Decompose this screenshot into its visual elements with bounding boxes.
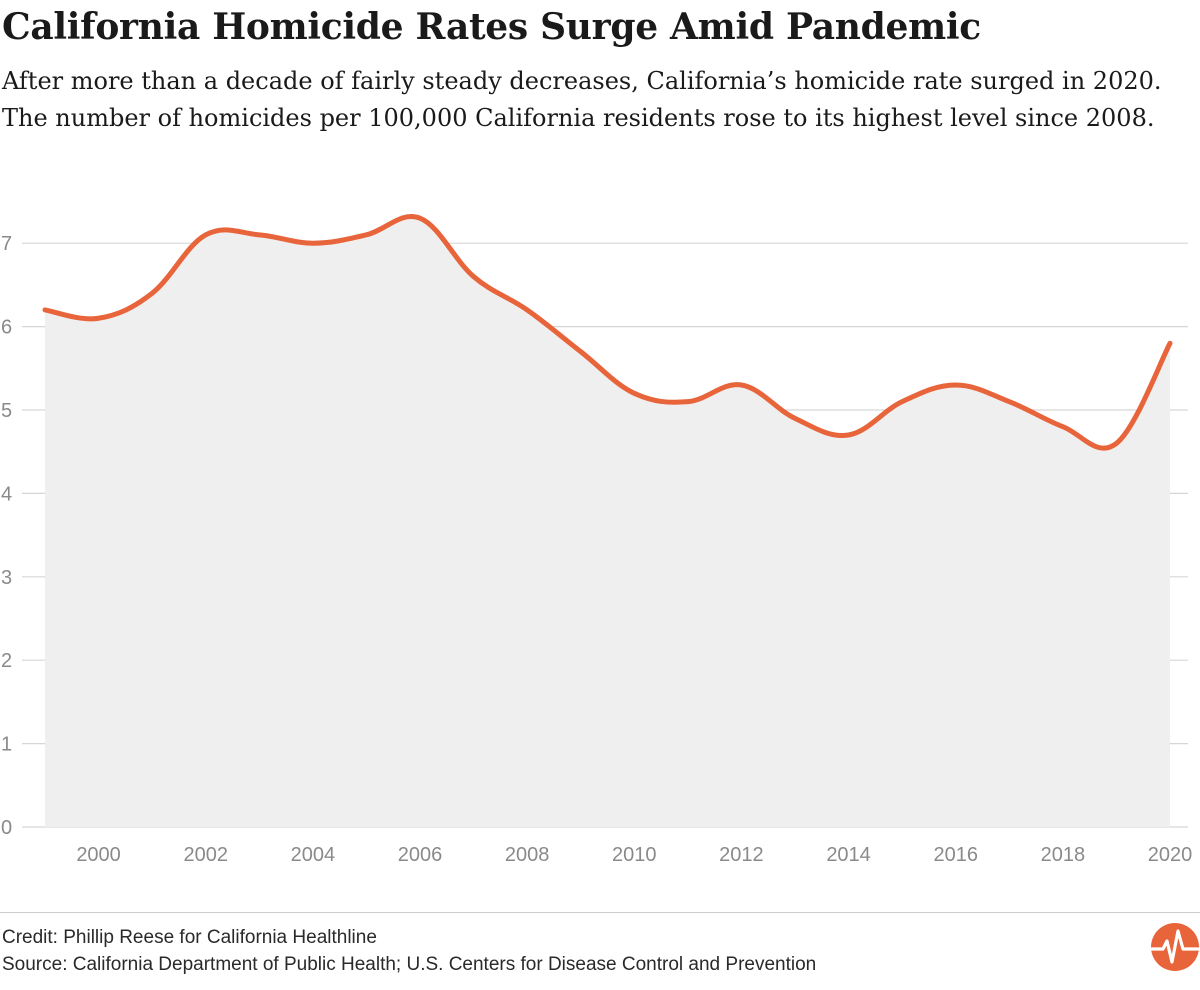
data-point-2008: [524, 307, 530, 313]
y-tick-label: 1: [1, 734, 12, 756]
chart-subtitle: After more than a decade of fairly stead…: [2, 67, 1162, 132]
y-tick-label: 2: [1, 650, 12, 672]
data-point-2017: [1006, 399, 1012, 405]
line-chart: 0 1 2 3 4 5 6 7 2000 2002 2004 2006 2008 2010 2012 201…: [1, 214, 1192, 866]
x-axis: 2000 2002 2004 2006 2008 2010 2012 2014 2016 2018…: [76, 844, 1192, 866]
data-point-2005: [363, 232, 369, 238]
data-point-2018: [1060, 424, 1066, 430]
data-point-2006: [417, 215, 423, 221]
x-tick-label: 2010: [612, 844, 657, 866]
y-tick-label: 7: [1, 233, 12, 255]
chart-title: California Homicide Rates Surge Amid Pan…: [2, 6, 981, 48]
data-point-2010: [631, 390, 637, 396]
y-tick-label: 4: [1, 483, 12, 505]
data-point-2012: [738, 382, 744, 388]
data-point-2016: [953, 382, 959, 388]
y-tick-label: 0: [1, 817, 12, 839]
data-point-2014: [846, 432, 852, 438]
data-point-2009: [578, 349, 584, 355]
data-point-2007: [471, 274, 477, 280]
data-point-2003: [256, 232, 262, 238]
x-tick-label: 2004: [291, 844, 336, 866]
x-tick-label: 2002: [183, 844, 228, 866]
y-tick-label: 5: [1, 400, 12, 422]
series-line: [42, 214, 1173, 451]
data-point-2011: [685, 399, 691, 405]
data-point-2000: [96, 315, 102, 321]
x-tick-label: 2008: [505, 844, 550, 866]
data-point-2001: [149, 290, 155, 296]
data-point-2020: [1167, 340, 1173, 346]
data-point-1999: [42, 307, 48, 313]
x-tick-label: 2012: [719, 844, 764, 866]
area-fill: [45, 216, 1170, 827]
x-tick-label: 2006: [398, 844, 443, 866]
x-tick-label: 2018: [1041, 844, 1086, 866]
x-tick-label: 2020: [1148, 844, 1193, 866]
footer-divider: [0, 912, 1200, 913]
source-text: Source: California Department of Public …: [2, 954, 817, 975]
data-point-2019: [1113, 440, 1119, 446]
data-point-2015: [899, 399, 905, 405]
data-point-2002: [203, 232, 209, 238]
y-tick-label: 3: [1, 567, 12, 589]
credit-text: Credit: Phillip Reese for California Hea…: [2, 927, 377, 948]
data-point-2004: [310, 240, 316, 246]
x-tick-label: 2014: [826, 844, 871, 866]
healthline-pulse-icon: [1150, 923, 1200, 971]
x-tick-label: 2016: [933, 844, 978, 866]
y-axis: 0 1 2 3 4 5 6 7: [1, 233, 12, 839]
x-tick-label: 2000: [76, 844, 121, 866]
y-tick-label: 6: [1, 317, 12, 339]
data-point-2013: [792, 415, 798, 421]
